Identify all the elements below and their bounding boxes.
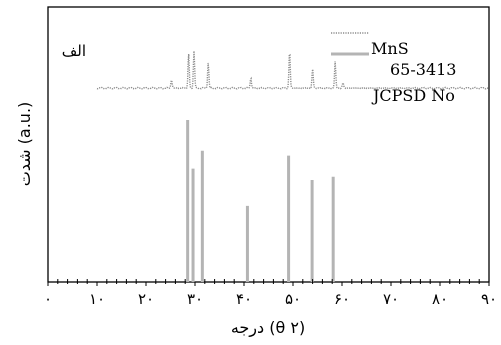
legend-label-reference: 65-3413 JCPSD No	[371, 60, 456, 105]
x-tick-label: ۱۰	[89, 290, 105, 308]
x-tick-label: ۰	[44, 290, 52, 308]
panel-label: الف	[62, 42, 86, 60]
mns-pattern-line	[96, 50, 489, 90]
reference-sticks	[186, 120, 335, 282]
x-tick-labels: ۰ ۱۰ ۲۰ ۳۰ ۴۰ ۵۰ ۶۰ ۷۰ ۸۰ ۹۰	[44, 290, 497, 308]
plot-frame	[47, 6, 490, 283]
x-axis-ticks	[47, 279, 490, 286]
y-axis-label: شدت (a.u.)	[15, 102, 34, 187]
legend-label-mns: MnS	[371, 39, 409, 58]
x-tick-label: ۴۰	[236, 290, 252, 308]
x-tick-label: ۶۰	[334, 290, 350, 308]
x-tick-label: ۹۰	[481, 290, 497, 308]
x-tick-label: ۲۰	[138, 290, 154, 308]
x-tick-label: ۸۰	[432, 290, 448, 308]
x-tick-label: ۷۰	[383, 290, 399, 308]
x-tick-label: ۳۰	[187, 290, 203, 308]
x-tick-label: ۵۰	[285, 290, 301, 308]
x-axis-label: درجه (θ ۲)	[231, 318, 305, 338]
